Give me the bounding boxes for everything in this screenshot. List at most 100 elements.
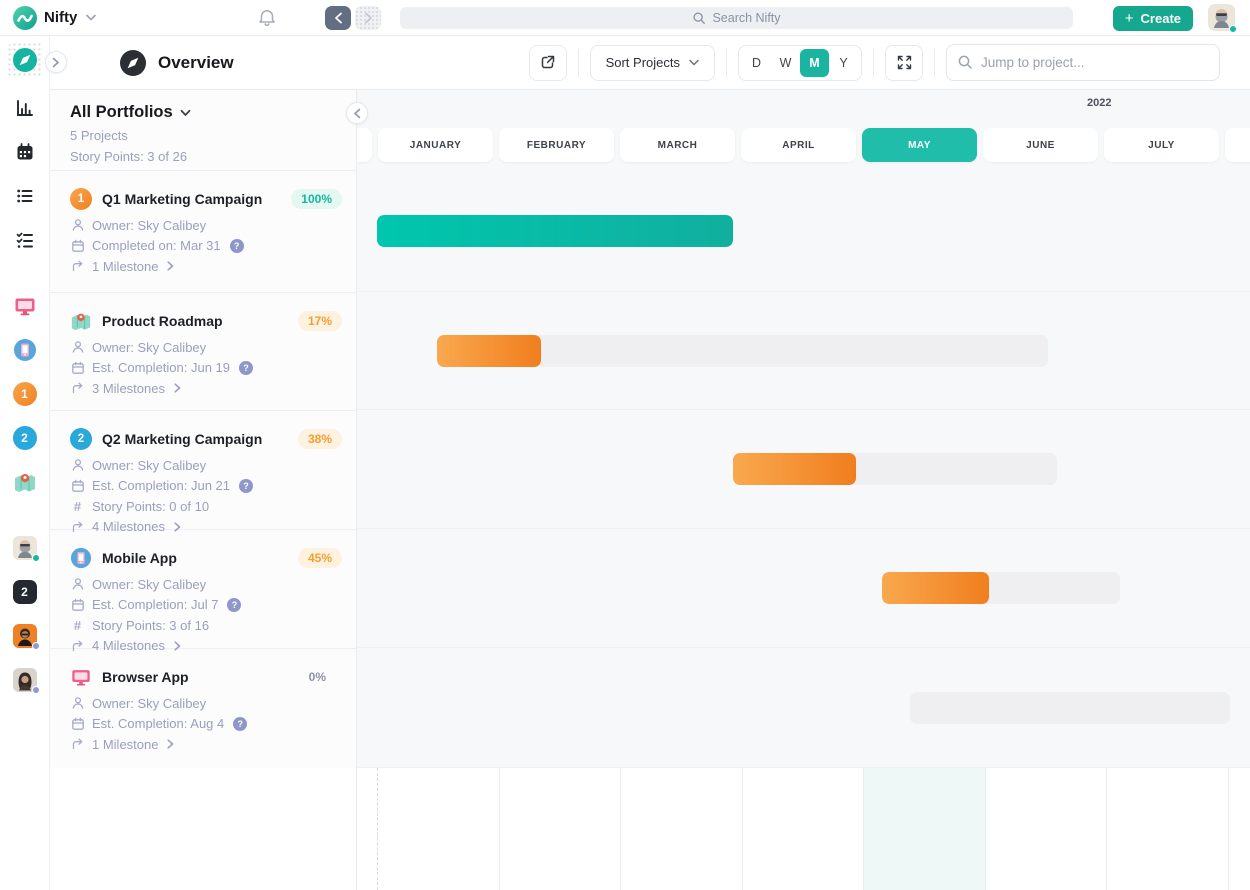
help-icon[interactable]: ? (227, 597, 242, 612)
sidebar-item-list[interactable] (7, 178, 43, 214)
sidebar-item-tasks[interactable] (7, 222, 43, 258)
share-export-button[interactable] (528, 44, 567, 81)
gantt-row-product-roadmap (357, 292, 1250, 410)
project-badge-1: 1 (12, 382, 37, 406)
calendar-icon (15, 142, 35, 162)
chevron-right-icon (174, 383, 181, 393)
project-story-points: # Story Points: 0 of 10 (70, 496, 342, 517)
sidebar-expand-button[interactable] (45, 51, 67, 73)
timescale-year[interactable]: Y (839, 55, 848, 70)
portfolio-panel: All Portfolios 5 Projects Story Points: … (50, 90, 368, 890)
portfolio-title: All Portfolios (70, 103, 173, 121)
person-icon (70, 696, 85, 710)
project-milestones-link[interactable]: 3 Milestones (70, 378, 342, 399)
create-label: Create (1140, 11, 1181, 26)
sidebar-member-orange[interactable] (7, 618, 43, 654)
team-count-badge: 2 (12, 580, 37, 604)
sidebar-member-woman[interactable] (7, 662, 43, 698)
project-completion-date: Est. Completion: Jun 19 ? (70, 358, 342, 379)
portfolio-selector[interactable]: All Portfolios (70, 103, 336, 122)
global-search-bar[interactable]: Search Nifty (400, 7, 1073, 29)
jump-to-project-input[interactable] (946, 44, 1220, 81)
notifications-bell-icon[interactable] (257, 8, 277, 28)
panel-collapse-button[interactable] (346, 102, 368, 124)
gantt-bar-mobile-app[interactable] (881, 572, 1120, 604)
project-avatar (70, 547, 92, 569)
browser-app-avatar (13, 294, 37, 318)
nav-forward-button[interactable] (355, 6, 381, 30)
search-icon (958, 55, 972, 69)
gantt-bar-product-roadmap[interactable] (437, 334, 1048, 367)
roadmap-map-avatar (13, 470, 37, 494)
user-avatar[interactable] (1208, 4, 1237, 33)
project-title: Mobile App (102, 550, 177, 566)
sort-projects-button[interactable]: Sort Projects (589, 44, 715, 81)
project-avatar (70, 666, 92, 688)
help-icon[interactable]: ? (239, 478, 254, 493)
calendar-icon (70, 361, 85, 375)
sidebar-item-reports[interactable] (7, 90, 43, 126)
project-owner: Owner: Sky Calibey (70, 574, 342, 595)
timeline-months: JANUARY FEBRUARY MARCH APRIL MAY JUNE JU… (357, 128, 1250, 162)
sidebar-project-browser-app[interactable] (7, 288, 43, 324)
project-milestones-link[interactable]: 1 Milestone (70, 256, 342, 277)
gantt-bar-q1-marketing[interactable] (377, 214, 734, 247)
milestone-arrow-icon (70, 381, 85, 395)
sidebar-team-badge[interactable]: 2 (7, 574, 43, 610)
sidebar-project-mobile-app[interactable] (7, 332, 43, 368)
month-cell[interactable] (357, 128, 372, 162)
timeline-year: 2022 (1087, 97, 1112, 109)
divider (726, 48, 727, 77)
month-cell-may[interactable]: MAY (862, 128, 977, 162)
gantt-bar-browser-app[interactable] (910, 691, 1230, 724)
project-milestones-link[interactable]: 4 Milestones (70, 636, 342, 657)
nifty-logo-icon[interactable] (13, 6, 37, 30)
timescale-day[interactable]: D (751, 55, 762, 70)
project-row-q1-marketing[interactable]: 1 Q1 Marketing Campaign 100% Owner: Sky … (50, 170, 356, 292)
sidebar-project-one[interactable]: 1 (7, 376, 43, 412)
month-cell-april[interactable]: APRIL (741, 128, 856, 162)
fullscreen-button[interactable] (885, 44, 923, 81)
grid-column-may-highlight (863, 768, 985, 890)
project-owner: Owner: Sky Calibey (70, 455, 342, 476)
project-avatar (70, 310, 92, 332)
chevron-right-icon (167, 739, 174, 749)
timescale-week[interactable]: W (779, 55, 792, 70)
hash-icon: # (73, 617, 82, 633)
month-cell-july[interactable]: JULY (1104, 128, 1219, 162)
project-row-q2-marketing[interactable]: 2 Q2 Marketing Campaign 38% Owner: Sky C… (50, 410, 356, 534)
workspace-switcher[interactable]: Nifty (44, 8, 96, 26)
divider (873, 48, 874, 77)
chevron-down-icon (180, 109, 191, 116)
timescale-month[interactable]: M (800, 48, 829, 77)
divider (577, 48, 579, 77)
sidebar-member-sky[interactable] (7, 530, 43, 566)
month-cell-january[interactable]: JANUARY (378, 128, 493, 162)
help-icon[interactable]: ? (233, 716, 248, 731)
project-avatar: 2 (70, 428, 92, 450)
person-icon (70, 218, 85, 232)
help-icon[interactable]: ? (239, 360, 254, 375)
sidebar-project-roadmap[interactable] (7, 464, 43, 500)
sidebar-item-overview[interactable] (6, 42, 43, 78)
project-row-mobile-app[interactable]: Mobile App 45% Owner: Sky Calibey Est. C… (50, 529, 356, 653)
month-cell-june[interactable]: JUNE (983, 128, 1098, 162)
progress-badge: 0% (308, 670, 326, 684)
online-status-dot (31, 554, 40, 562)
sidebar-project-two[interactable]: 2 (7, 420, 43, 456)
sort-projects-label: Sort Projects (605, 55, 680, 70)
project-row-product-roadmap[interactable]: Product Roadmap 17% Owner: Sky Calibey E… (50, 292, 356, 410)
project-milestones-link[interactable]: 1 Milestone (70, 734, 342, 755)
month-cell-march[interactable]: MARCH (620, 128, 735, 162)
sidebar-item-calendar[interactable] (7, 134, 43, 170)
nav-back-button[interactable] (325, 6, 351, 30)
help-icon[interactable]: ? (229, 238, 244, 253)
gantt-bar-q2-marketing[interactable] (733, 453, 1057, 485)
create-button[interactable]: + Create (1112, 6, 1193, 31)
project-milestones-link[interactable]: 4 Milestones (70, 517, 342, 538)
month-cell[interactable] (1225, 128, 1250, 162)
month-cell-february[interactable]: FEBRUARY (499, 128, 614, 162)
project-row-browser-app[interactable]: Browser App 0% Owner: Sky Calibey Est. C… (50, 648, 356, 768)
project-owner: Owner: Sky Calibey (70, 693, 342, 714)
project-title: Q1 Marketing Campaign (102, 191, 263, 207)
